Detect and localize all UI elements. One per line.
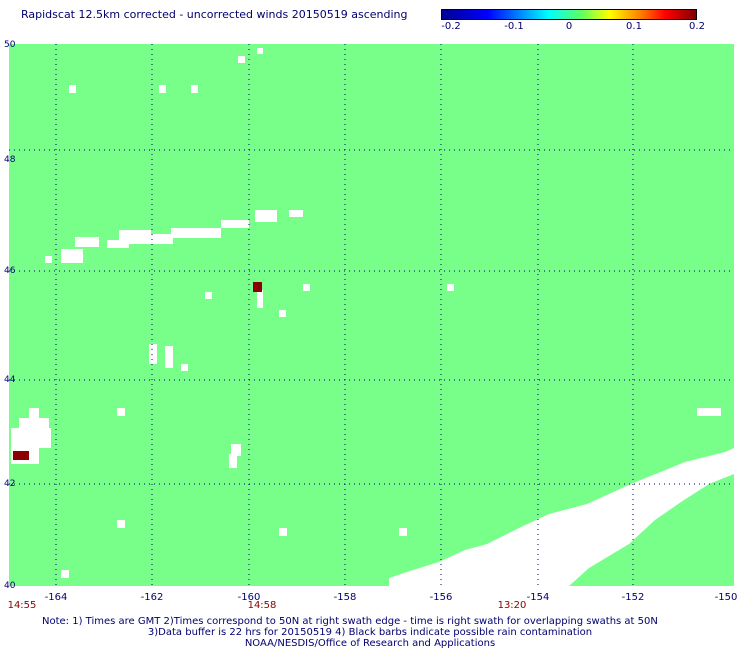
colorbar-tick-label: 0.1 — [626, 21, 642, 32]
colorbar-tick-label: -0.1 — [504, 21, 524, 32]
graticule — [9, 44, 734, 586]
lat-label: 40 — [4, 581, 16, 591]
map-svg — [9, 44, 734, 586]
footnote-line-1: Note: 1) Times are GMT 2)Times correspon… — [42, 616, 658, 627]
no-data-regions — [11, 48, 734, 586]
lon-label: -162 — [140, 592, 164, 603]
map-title: Rapidscat 12.5km corrected - uncorrected… — [21, 8, 408, 21]
lat-label: 44 — [4, 375, 16, 385]
time-label: 14:58 — [247, 600, 277, 611]
footnote-line-3: NOAA/NESDIS/Office of Research and Appli… — [244, 638, 496, 649]
colorbar-tick-label: -0.2 — [441, 21, 461, 32]
lon-label: -156 — [429, 592, 453, 603]
lon-label: -154 — [526, 592, 550, 603]
time-label: 13:20 — [497, 600, 527, 611]
colorbar — [441, 9, 697, 20]
time-label: 14:55 — [7, 600, 37, 611]
lon-label: -150 — [714, 592, 738, 603]
lat-label: 42 — [4, 479, 16, 489]
map-plot[interactable] — [9, 44, 734, 586]
lat-label: 46 — [4, 266, 16, 276]
colorbar-tick-label: 0 — [565, 21, 573, 32]
colorbar-tick-label: 0.2 — [689, 21, 705, 32]
lat-label: 48 — [4, 155, 16, 165]
lon-label: -152 — [621, 592, 645, 603]
lon-label: -160 — [237, 592, 261, 603]
extreme-difference-cells — [13, 282, 262, 460]
footnote-line-2: 3)Data buffer is 22 hrs for 20150519 4) … — [147, 627, 593, 638]
lat-label: 50 — [4, 40, 16, 50]
lon-label: -158 — [333, 592, 357, 603]
lon-label: -164 — [44, 592, 68, 603]
